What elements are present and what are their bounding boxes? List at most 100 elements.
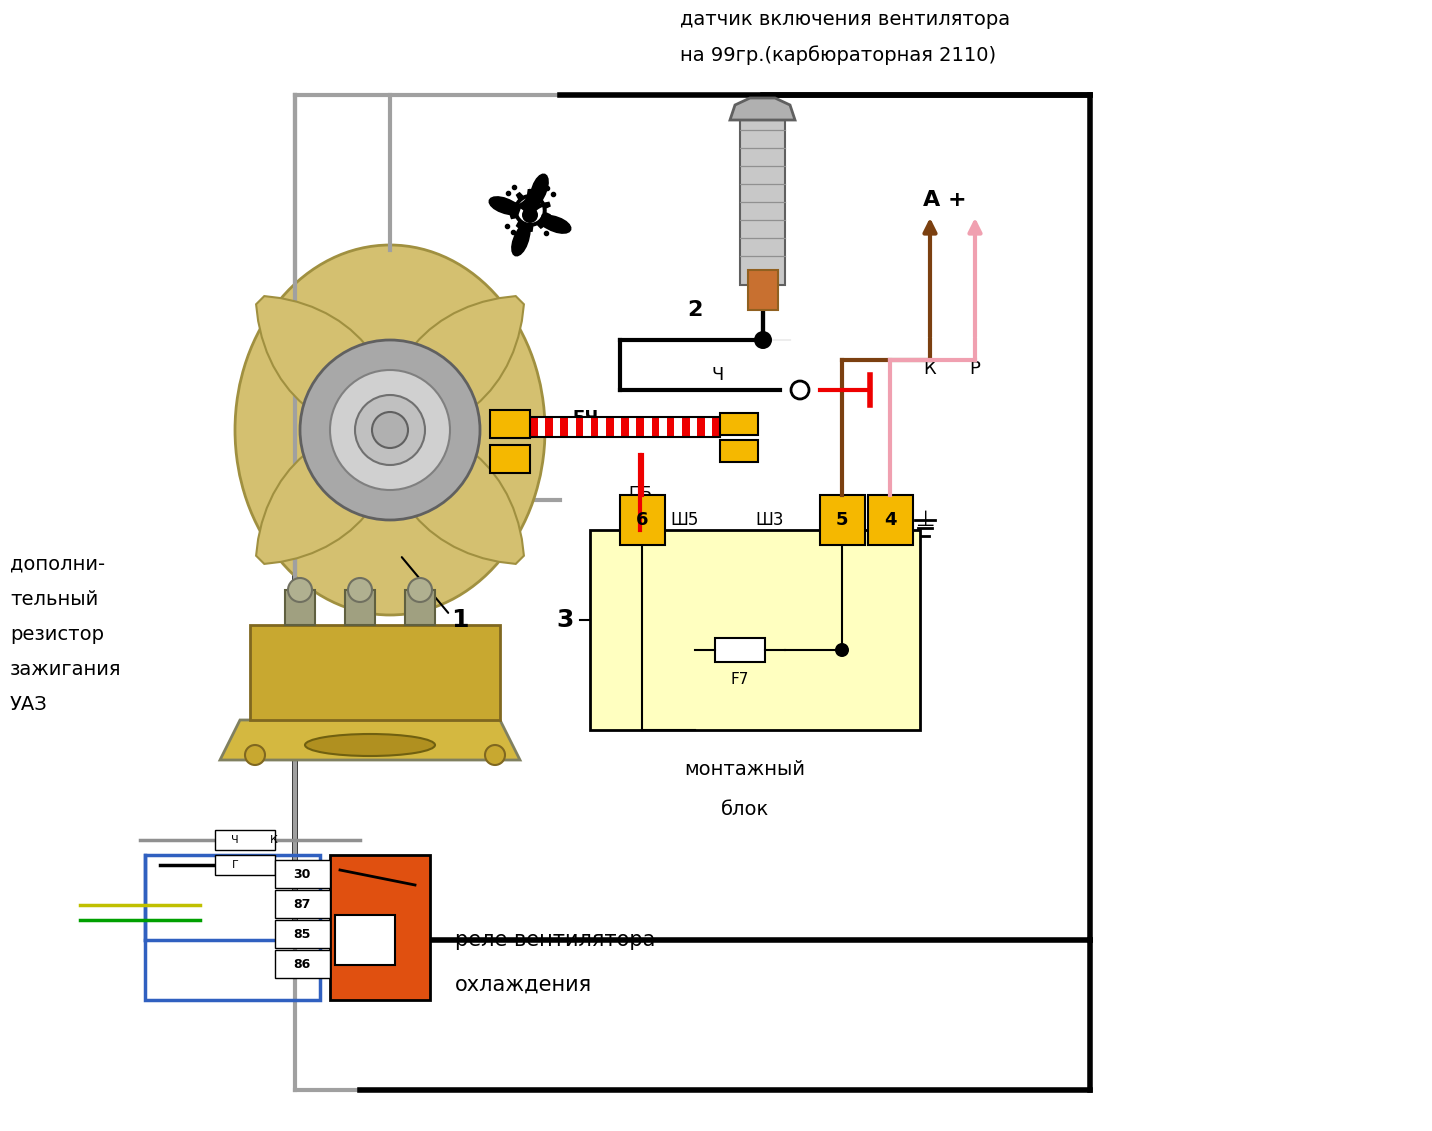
Text: К: К: [271, 835, 278, 845]
Text: 86: 86: [294, 958, 311, 970]
Text: 87: 87: [294, 898, 311, 910]
Text: 2: 2: [687, 300, 703, 320]
Text: БЧ: БЧ: [571, 409, 599, 428]
Polygon shape: [560, 417, 569, 437]
Polygon shape: [402, 296, 524, 417]
Text: резистор: резистор: [10, 625, 105, 644]
Text: тельный: тельный: [10, 590, 99, 608]
Bar: [329, 855, 430, 1000]
Polygon shape: [583, 417, 591, 437]
Bar: [145, 855, 319, 1000]
Text: Ш3: Ш3: [755, 511, 783, 529]
Text: монтажный: монтажный: [684, 760, 805, 779]
Bar: [620, 495, 664, 545]
Polygon shape: [613, 417, 621, 437]
Polygon shape: [682, 417, 690, 437]
Polygon shape: [599, 417, 606, 437]
Bar: [821, 495, 865, 545]
Bar: [868, 495, 914, 545]
Circle shape: [355, 395, 425, 465]
Bar: [215, 830, 275, 851]
Text: 30: 30: [294, 867, 311, 881]
Polygon shape: [644, 417, 652, 437]
Bar: [345, 590, 375, 625]
Circle shape: [372, 412, 408, 448]
Text: УАЗ: УАЗ: [10, 696, 47, 714]
Polygon shape: [720, 440, 758, 461]
Text: Р: Р: [969, 360, 981, 378]
Circle shape: [329, 370, 450, 490]
Polygon shape: [569, 417, 576, 437]
Polygon shape: [402, 443, 524, 564]
Text: на 99гр.(карбюраторная 2110): на 99гр.(карбюраторная 2110): [680, 45, 997, 64]
Polygon shape: [490, 411, 530, 438]
Bar: [405, 590, 435, 625]
Polygon shape: [221, 720, 520, 760]
Polygon shape: [537, 417, 546, 437]
Text: 4: 4: [884, 511, 896, 529]
Circle shape: [790, 381, 809, 399]
Text: Ч: Ч: [712, 366, 725, 385]
Circle shape: [348, 578, 372, 602]
Polygon shape: [256, 296, 377, 417]
Circle shape: [288, 578, 312, 602]
Polygon shape: [667, 417, 674, 437]
Polygon shape: [606, 417, 613, 437]
Text: 85: 85: [294, 927, 311, 941]
Text: датчик включения вентилятора: датчик включения вентилятора: [680, 10, 1010, 29]
Circle shape: [485, 745, 505, 765]
Bar: [285, 590, 315, 625]
Polygon shape: [576, 417, 583, 437]
Bar: [251, 625, 500, 720]
Text: Ш5: Ш5: [670, 511, 699, 529]
Polygon shape: [538, 214, 571, 234]
Bar: [590, 530, 919, 729]
Polygon shape: [636, 417, 644, 437]
Circle shape: [408, 578, 432, 602]
Polygon shape: [712, 417, 720, 437]
Text: ПБ: ПБ: [629, 485, 652, 503]
Text: 1: 1: [451, 608, 468, 632]
Text: Г: Г: [232, 860, 238, 870]
Bar: [715, 638, 765, 662]
Polygon shape: [490, 444, 530, 473]
Polygon shape: [697, 417, 705, 437]
Polygon shape: [553, 417, 560, 437]
Bar: [275, 950, 329, 978]
Circle shape: [755, 331, 772, 349]
Polygon shape: [690, 417, 697, 437]
Text: К: К: [924, 360, 937, 378]
Text: дополни-: дополни-: [10, 555, 105, 575]
Text: 6: 6: [636, 511, 649, 529]
Bar: [275, 920, 329, 948]
Ellipse shape: [305, 734, 435, 756]
Polygon shape: [659, 417, 667, 437]
Polygon shape: [488, 196, 521, 216]
Polygon shape: [511, 224, 531, 257]
Polygon shape: [674, 417, 682, 437]
Text: Ч: Ч: [231, 835, 239, 845]
Polygon shape: [530, 417, 537, 437]
Polygon shape: [621, 417, 629, 437]
Polygon shape: [546, 417, 553, 437]
Circle shape: [299, 340, 480, 520]
Text: F7: F7: [730, 672, 749, 687]
Circle shape: [523, 207, 538, 223]
Bar: [748, 270, 778, 310]
Circle shape: [835, 644, 849, 657]
Polygon shape: [652, 417, 659, 437]
Text: 5: 5: [836, 511, 848, 529]
Bar: [215, 855, 275, 875]
Bar: [275, 860, 329, 888]
Bar: [335, 915, 395, 965]
Text: ⊥: ⊥: [915, 510, 935, 530]
Bar: [740, 120, 785, 285]
Text: охлаждения: охлаждения: [455, 975, 591, 995]
Text: 3: 3: [556, 608, 574, 632]
Polygon shape: [528, 173, 548, 207]
Polygon shape: [730, 98, 795, 120]
Text: зажигания: зажигания: [10, 661, 122, 679]
Text: А +: А +: [924, 190, 967, 210]
Text: реле вентилятора: реле вентилятора: [455, 930, 656, 950]
Circle shape: [245, 745, 265, 765]
